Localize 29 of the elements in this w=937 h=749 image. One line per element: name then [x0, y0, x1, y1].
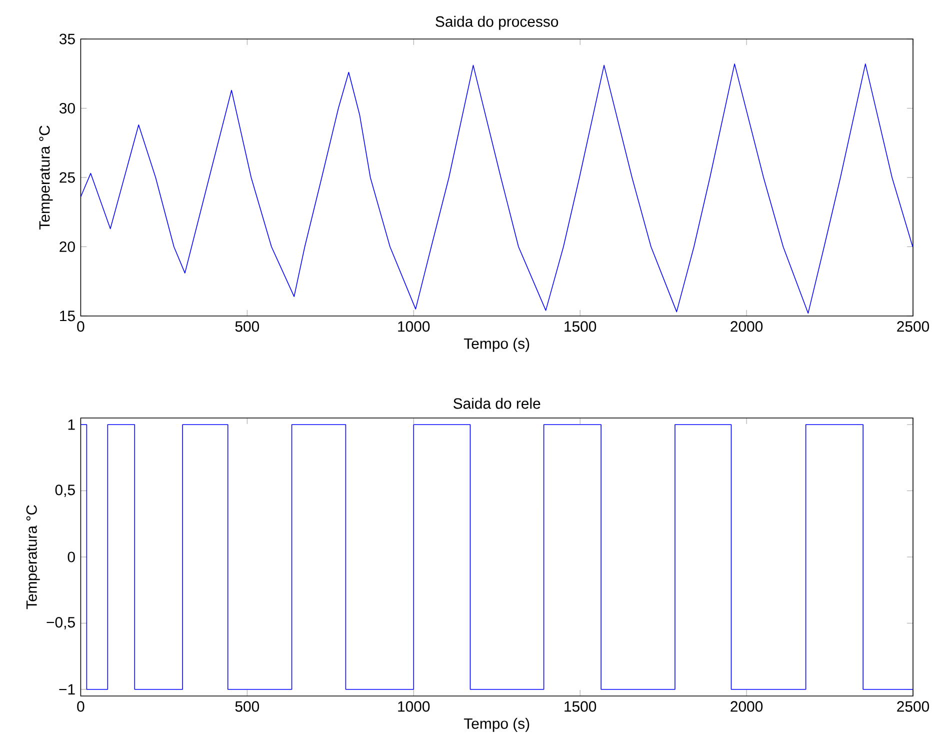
x-tick-label: 500: [235, 321, 260, 332]
y-tick-label: 20: [60, 241, 75, 252]
y-tick-label: 0: [68, 552, 75, 562]
line-series: [80, 64, 914, 314]
y-tick-label: 35: [59, 34, 75, 44]
x-tick-label: 0: [77, 321, 84, 332]
x-tick-label: 1000: [398, 701, 430, 712]
y-axis-title: Temperatura °C: [26, 505, 40, 610]
y-tick-label: 25: [60, 172, 75, 183]
x-tick-label: 1500: [564, 701, 596, 712]
x-tick-label: 0: [77, 701, 84, 712]
y-tick-label: −0,5: [46, 617, 75, 630]
x-tick-label: 2500: [897, 701, 930, 712]
x-tick-label: 2000: [730, 701, 763, 712]
x-tick-label: 2500: [897, 321, 930, 332]
x-tick-label: 1500: [564, 321, 596, 332]
y-tick-label: 0,5: [55, 484, 75, 497]
x-axis-title: Tempo (s): [464, 718, 530, 732]
y-axis-title: Temperatura °C: [39, 126, 53, 230]
x-tick-label: 1000: [398, 321, 430, 332]
y-tick-label: 1: [68, 419, 75, 430]
chart-title: Saida do processo: [436, 16, 558, 30]
x-axis-title: Tempo (s): [464, 338, 530, 352]
x-tick-label: 2000: [730, 321, 763, 332]
y-tick-label: 15: [60, 310, 75, 322]
y-tick-label: 30: [59, 102, 75, 114]
y-tick-label: −1: [59, 684, 75, 695]
chart-title: Saida do rele: [454, 398, 540, 409]
x-tick-label: 500: [235, 701, 260, 712]
